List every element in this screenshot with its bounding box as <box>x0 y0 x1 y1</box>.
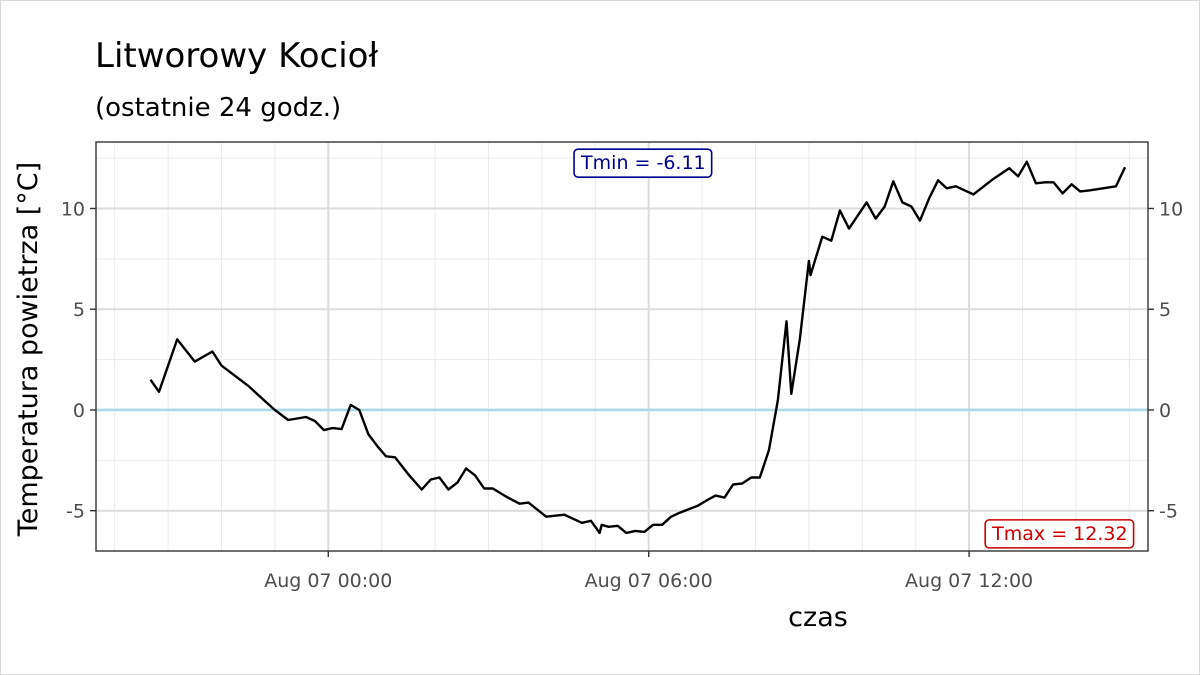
label-box <box>573 148 713 178</box>
label-box <box>984 519 1135 549</box>
y-tick-label-right: 5 <box>1159 299 1171 321</box>
x-axis-title: czas <box>788 602 848 633</box>
panel-background <box>96 142 1148 551</box>
annotation-layer: Tmin = -6.11 Tmax = 12.32 <box>573 148 1135 549</box>
x-tick-label: Aug 07 06:00 <box>585 570 713 592</box>
x-tick-label: Aug 07 12:00 <box>905 570 1033 592</box>
label-text: Tmin = -6.11 <box>580 152 706 174</box>
y-tick-label-left: -5 <box>66 501 85 523</box>
y-axis-title: Temperatura powietrza [°C] <box>13 162 44 537</box>
x-tick-label: Aug 07 00:00 <box>264 570 392 592</box>
tmin-label: Tmin = -6.11 <box>573 148 713 178</box>
y-tick-label-left: 0 <box>73 400 85 422</box>
grid-layer <box>96 142 1148 551</box>
chart-subtitle: (ostatnie 24 godz.) <box>95 93 341 123</box>
y-tick-label-right: 0 <box>1159 400 1171 422</box>
y-tick-label-right: 10 <box>1159 198 1183 220</box>
panel-border <box>95 141 1149 552</box>
chart-title: Litworowy Kocioł <box>95 36 378 76</box>
temperature-line <box>149 160 1127 535</box>
y-tick-label-left: 10 <box>61 198 85 220</box>
y-tick-label-right: -5 <box>1159 501 1178 523</box>
y-tick-label-left: 5 <box>73 299 85 321</box>
label-text: Tmax = 12.32 <box>991 523 1127 545</box>
tmax-label: Tmax = 12.32 <box>984 519 1135 549</box>
ticks-layer: Aug 07 00:00 Aug 07 06:00 Aug 07 12:00 -5 -5… <box>61 198 1183 592</box>
